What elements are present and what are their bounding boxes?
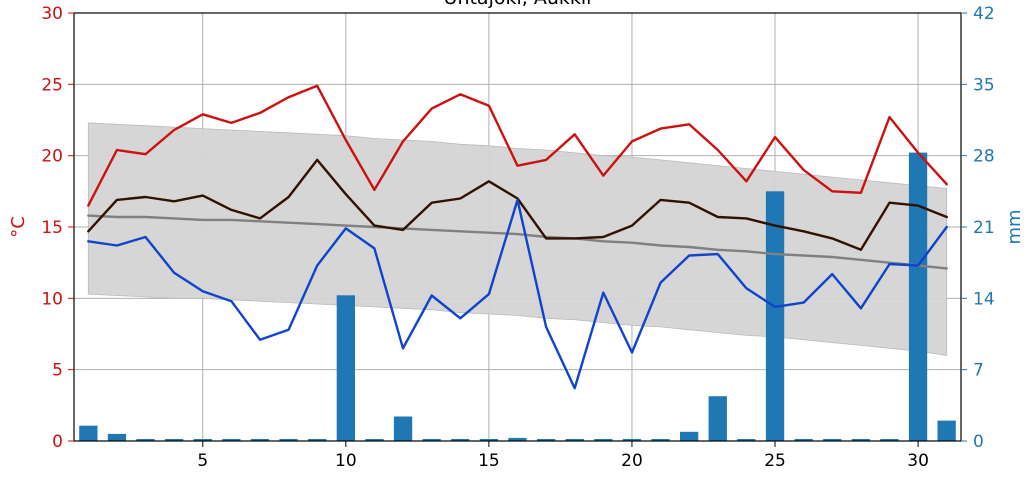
precipitation-bar — [537, 439, 556, 441]
precipitation-bar — [479, 439, 498, 441]
x-tick-label: 15 — [478, 451, 500, 471]
y-left-tick-label: 20 — [41, 147, 63, 167]
y-right-tick-label: 14 — [973, 289, 995, 309]
precipitation-bar — [708, 396, 727, 441]
precipitation-bar — [451, 439, 470, 441]
precipitation-bar — [393, 416, 413, 441]
precipitation-bar — [622, 439, 642, 441]
series-line — [87, 158, 948, 252]
series-line — [87, 198, 948, 390]
precipitation-bar — [651, 439, 670, 441]
precipitation-bar — [737, 439, 756, 441]
precipitation-bar — [823, 439, 842, 441]
temperature-lines — [87, 84, 948, 390]
y-right-tick-label: 21 — [973, 218, 995, 238]
precipitation-bars — [79, 152, 956, 441]
precipitation-bar — [336, 295, 355, 441]
precipitation-bar — [565, 439, 584, 441]
precipitation-bar — [851, 439, 870, 441]
precipitation-bar — [908, 152, 928, 441]
precipitation-bar — [250, 439, 270, 441]
y-axis-label-right: mm — [1004, 209, 1025, 244]
y-right-tick-label: 0 — [973, 432, 984, 452]
precipitation-bar — [422, 439, 441, 441]
precipitation-bar — [79, 425, 98, 441]
precipitation-bar — [136, 439, 155, 441]
y-right-tick-label: 42 — [973, 4, 995, 24]
precipitation-bar — [193, 439, 212, 441]
y-left-tick-label: 10 — [41, 289, 63, 309]
x-tick-label: 25 — [764, 451, 786, 471]
precipitation-bar — [308, 439, 327, 441]
y-axis-label-left: °C — [8, 216, 29, 238]
y-left-tick-label: 0 — [52, 432, 63, 452]
precipitation-bar — [107, 433, 127, 441]
series-line — [87, 214, 948, 270]
x-tick-label: 10 — [335, 451, 357, 471]
axis-ticks: 5 10 15 20 25 30 0 5 10 15 20 25 30 0 7 14 21 28 35 42 — [41, 4, 994, 471]
precipitation-bar — [594, 439, 613, 441]
precipitation-bar — [365, 439, 384, 441]
y-left-tick-label: 30 — [41, 4, 63, 24]
range-band-area — [87, 122, 948, 356]
y-right-tick-label: 28 — [973, 147, 995, 167]
y-right-tick-label: 7 — [973, 361, 984, 381]
precipitation-bar — [222, 439, 241, 441]
x-tick-label: 20 — [621, 451, 643, 471]
precipitation-bar — [508, 437, 527, 441]
series-line — [87, 84, 948, 207]
precipitation-bar — [165, 439, 184, 441]
precipitation-bar — [794, 439, 813, 441]
x-tick-label: 30 — [907, 451, 929, 471]
y-left-tick-label: 25 — [41, 75, 63, 95]
y-right-tick-label: 35 — [973, 75, 995, 95]
y-left-tick-label: 15 — [41, 218, 63, 238]
y-left-tick-label: 5 — [52, 361, 63, 381]
precipitation-bar — [765, 191, 785, 441]
x-tick-label: 5 — [197, 451, 208, 471]
precipitation-bar — [279, 439, 298, 441]
chart-title: Uhtajoki, Aukkil — [444, 0, 592, 9]
precipitation-bar — [680, 431, 699, 441]
range-band — [87, 122, 948, 356]
precipitation-bar — [937, 420, 956, 441]
precipitation-bar — [880, 439, 899, 441]
